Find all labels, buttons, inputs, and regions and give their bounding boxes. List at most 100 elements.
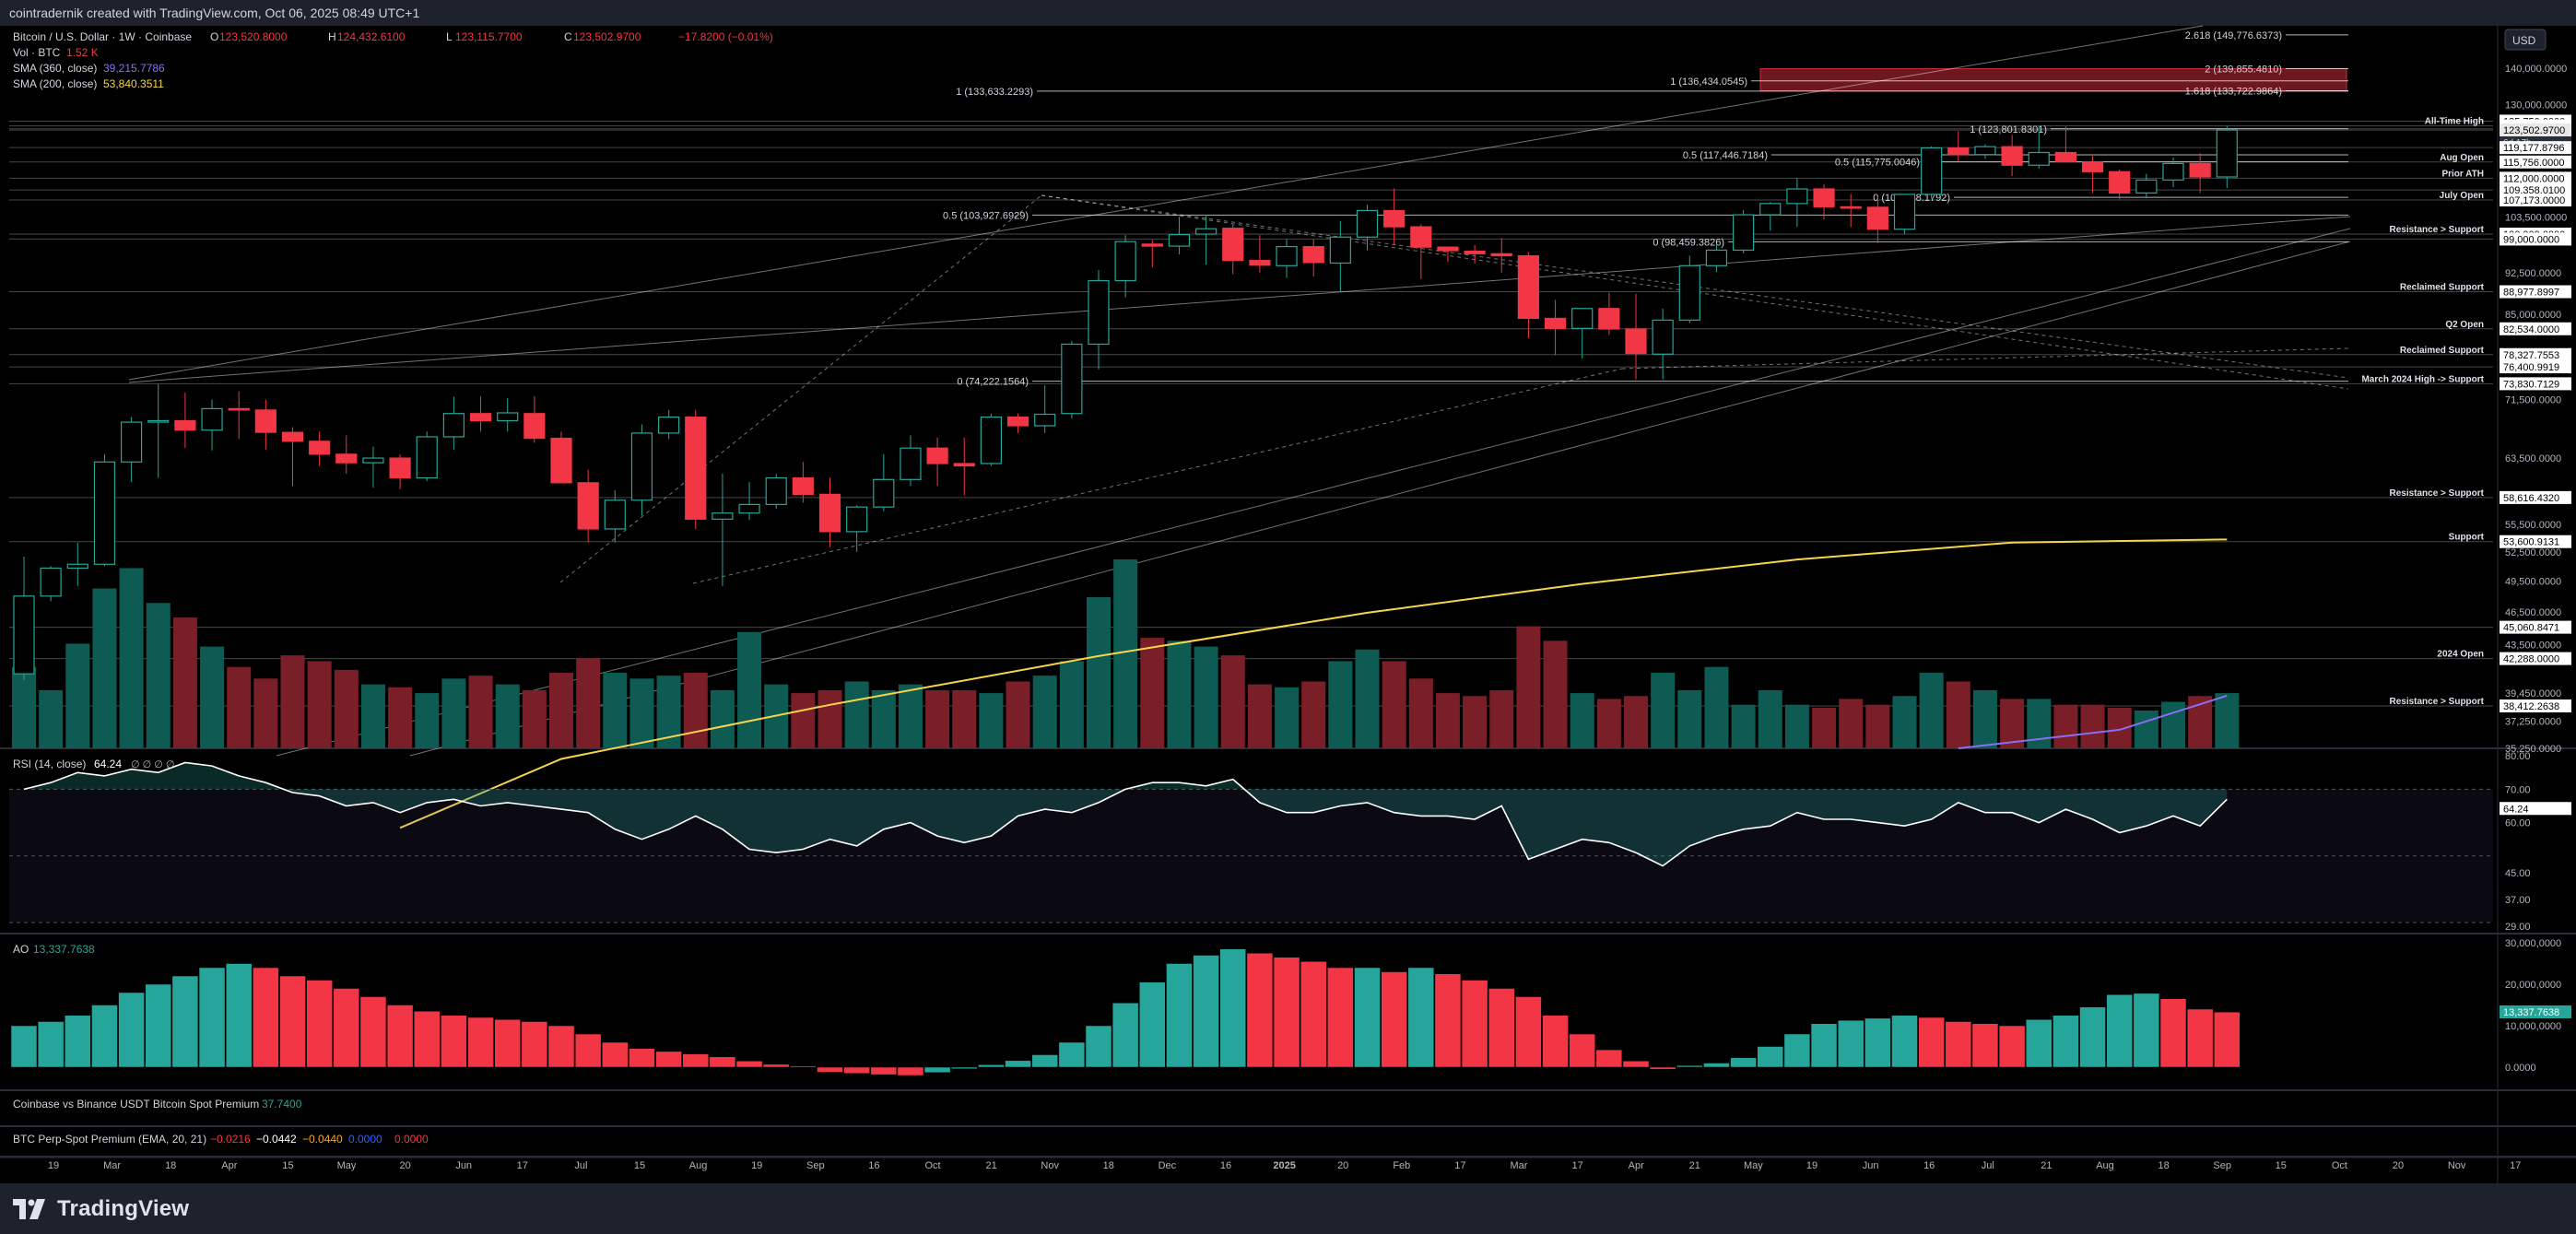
legend-ohlc-value-1: 124,432.6100: [337, 30, 406, 43]
volume-bar-80: [2161, 701, 2185, 748]
volume-bar-51: [1382, 661, 1406, 748]
candle-body-6: [174, 419, 196, 431]
ao-bar-1: [37, 1021, 65, 1068]
price-label-10: 99,000.0000: [2503, 234, 2559, 245]
volume-bar-66: [1784, 704, 1809, 748]
price-label-11: 88,977.8997: [2503, 288, 2559, 299]
ao-bar-28: [762, 1064, 790, 1068]
candle-body-80: [2162, 162, 2184, 181]
volume-bar-67: [1812, 707, 1837, 748]
ao-bar-72: [1945, 1021, 1972, 1068]
time-tick-16: 21: [985, 1160, 996, 1171]
volume-bar-7: [200, 646, 225, 748]
volume-bar-37: [1006, 681, 1030, 748]
time-tick-38: 15: [2276, 1160, 2287, 1171]
candle-body-48: [1302, 245, 1324, 264]
ao-bar-64: [1730, 1057, 1757, 1068]
volume-bar-36: [979, 693, 1004, 748]
currency-label: USD: [2512, 34, 2536, 47]
candle-body-52: [1410, 226, 1432, 248]
candle-body-27: [738, 503, 760, 514]
level-label-9: Resistance > Support: [2389, 488, 2484, 499]
legend-vol-label: Vol · BTC: [13, 46, 61, 59]
candle-body-25: [685, 417, 707, 520]
price-label-5: 115,756.0000: [2503, 158, 2564, 169]
premium1-value: 37.7400: [262, 1098, 302, 1111]
volume-bar-6: [172, 617, 197, 748]
candle-body-71: [1921, 147, 1943, 195]
volume-bar-71: [1919, 673, 1944, 748]
price-label-bg-13: [2500, 347, 2571, 361]
candle-body-58: [1571, 308, 1594, 329]
volume-bar-79: [2134, 711, 2158, 748]
level-label-5: Reclaimed Support: [2400, 283, 2485, 293]
price-tick-19: 35,250.0000: [2505, 744, 2561, 755]
price-tick-18: 37,250.0000: [2505, 716, 2561, 727]
volume-bar-65: [1758, 689, 1782, 748]
volume-bar-32: [871, 689, 896, 748]
candle-body-3: [93, 461, 116, 565]
ao-value-bg: [2500, 1005, 2571, 1018]
ao-bar-56: [1515, 996, 1542, 1068]
sma-line-1: [1958, 694, 2228, 749]
price-label-bg-4: [2500, 141, 2571, 155]
fib-label-6: 0.5 (117,446.7184): [1683, 150, 1768, 161]
ao-bar-79: [2133, 993, 2160, 1068]
brand-name: TradingView: [57, 1196, 190, 1221]
candle-body-61: [1652, 319, 1674, 355]
candle-body-20: [550, 437, 572, 484]
time-tick-5: May: [337, 1160, 357, 1171]
ao-value: 13,337.7638: [33, 943, 95, 956]
ao-bar-35: [951, 1066, 978, 1070]
ao-bar-69: [1864, 1017, 1891, 1068]
fib-label-11: 0 (74,222.1564): [957, 377, 1029, 388]
volume-bar-27: [737, 631, 762, 748]
ao-bar-13: [359, 996, 387, 1068]
time-tick-2: 18: [165, 1160, 176, 1171]
candle-body-74: [2001, 146, 2023, 166]
candle-body-0: [13, 595, 35, 675]
volume-bar-13: [360, 684, 385, 748]
volume-bar-38: [1032, 676, 1057, 748]
candle-body-5: [147, 419, 170, 423]
rsi-tick-3: 45.00: [2505, 868, 2531, 879]
volume-bar-55: [1489, 689, 1514, 748]
time-tick-6: 20: [399, 1160, 410, 1171]
candle-body-70: [1893, 194, 1916, 230]
price-tick-9: 71,500.0000: [2505, 395, 2561, 406]
price-label-bg-10: [2500, 232, 2571, 246]
candle-body-73: [1974, 146, 1996, 156]
price-tick-0: 140,000.0000: [2505, 64, 2567, 75]
candle-body-65: [1759, 203, 1782, 216]
candle-body-72: [1947, 147, 1970, 156]
tradingview-logo[interactable]: TradingView: [13, 1196, 189, 1222]
volume-bar-54: [1463, 696, 1488, 748]
candle-body-23: [630, 432, 653, 501]
candle-body-33: [900, 447, 922, 480]
volume-bar-48: [1301, 681, 1326, 748]
candle-body-17: [469, 413, 492, 422]
volume-bar-33: [898, 684, 923, 748]
candle-body-46: [1249, 260, 1271, 266]
candle-body-31: [846, 506, 868, 533]
candle-body-81: [2189, 162, 2211, 178]
candle-body-29: [792, 476, 814, 495]
candle-body-51: [1383, 209, 1406, 228]
time-tick-7: Jun: [455, 1160, 472, 1171]
ao-bar-82: [2214, 1011, 2241, 1068]
candle-body-18: [497, 412, 519, 422]
trend-line-8: [1621, 347, 2349, 370]
candle-body-69: [1866, 206, 1888, 230]
volume-bar-10: [280, 655, 305, 748]
price-label-bg-20: [2500, 699, 2571, 713]
volume-bar-53: [1435, 693, 1460, 748]
candle-body-16: [442, 413, 465, 438]
volume-bar-50: [1355, 649, 1380, 748]
price-tick-4: 103,500.0000: [2505, 213, 2567, 224]
volume-bar-18: [495, 684, 520, 748]
level-label-6: Q2 Open: [2445, 320, 2484, 330]
ao-bar-3: [91, 1005, 118, 1068]
ao-bar-62: [1676, 1064, 1703, 1068]
trend-line-2: [276, 228, 2351, 757]
